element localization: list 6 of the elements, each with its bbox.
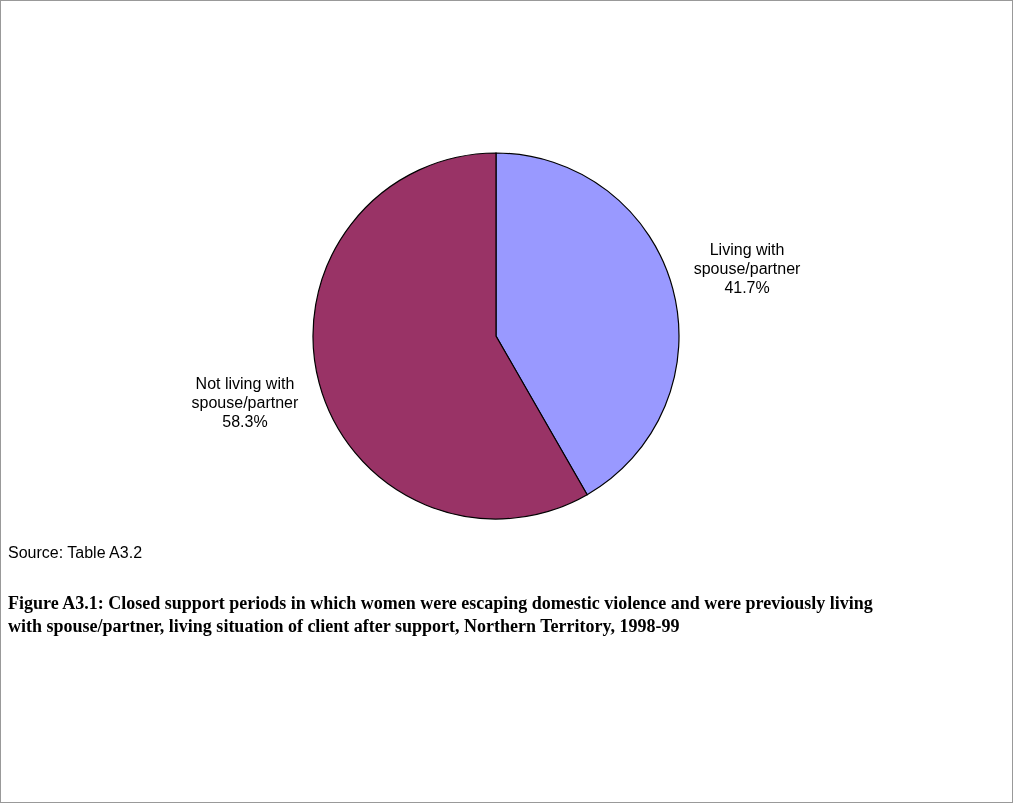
slice-label: Not living with spouse/partner <box>191 374 299 411</box>
data-label: 58.3% <box>222 412 268 430</box>
text: Figure A3.1: Closed support periods in which women were escaping domestic violence and were previously living with spouse/partner, living situation of client after support, Northern Territory, 1998-99 <box>8 592 874 638</box>
source-note: Source: Table A3.2 <box>8 544 143 562</box>
data-label: 41.7% <box>724 279 770 297</box>
slice-label: Living with spouse/partner <box>693 241 802 278</box>
